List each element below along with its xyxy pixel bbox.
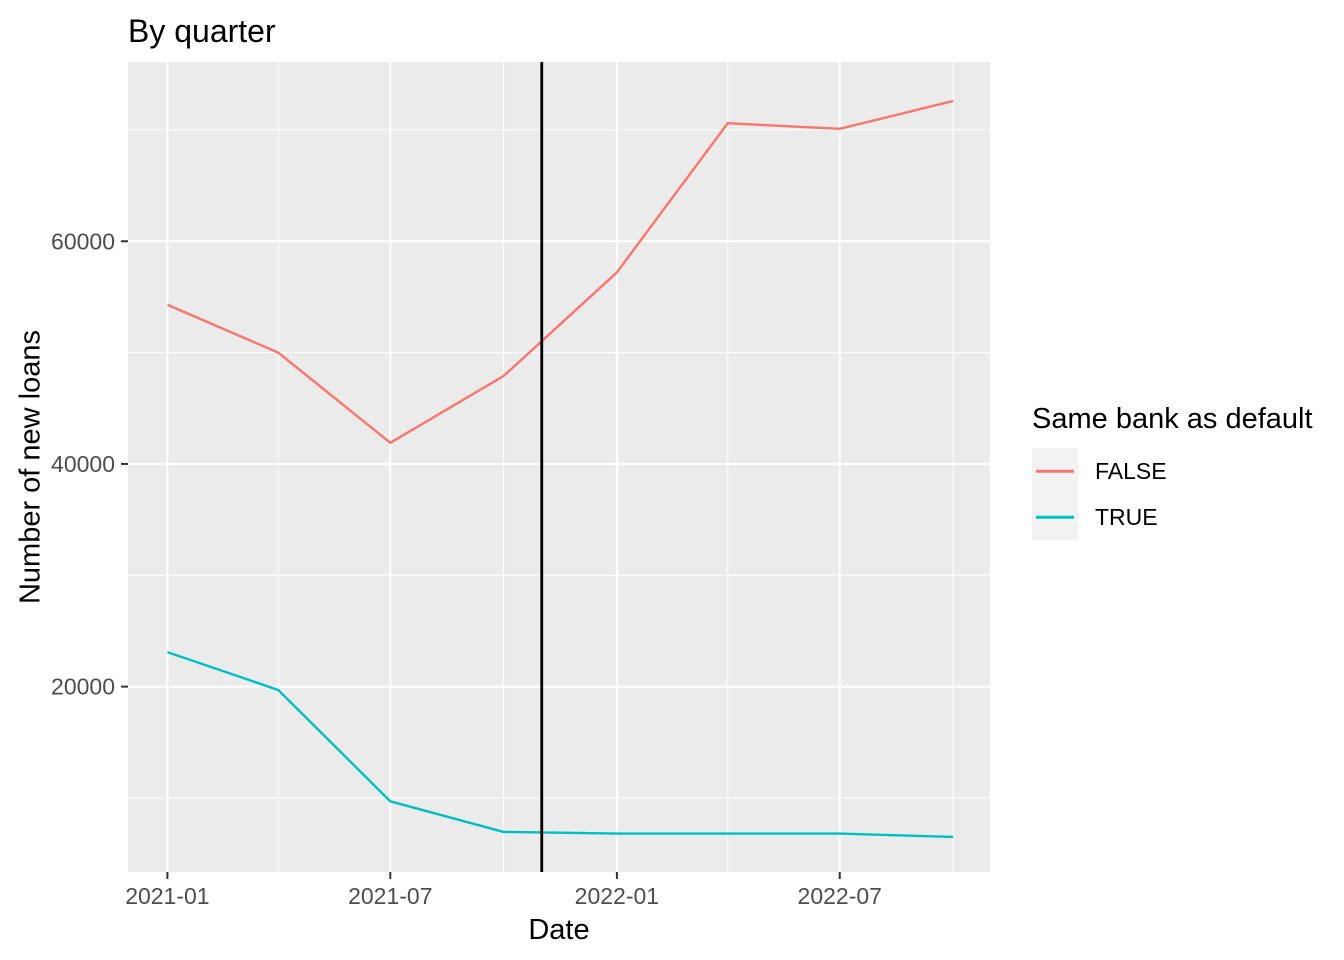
x-tick-label: 2022-01 bbox=[575, 883, 659, 909]
y-axis-title: Number of new loans bbox=[14, 329, 47, 605]
y-tick-label: 60000 bbox=[51, 228, 115, 254]
plot-title: By quarter bbox=[128, 13, 276, 49]
y-tick-label: 40000 bbox=[51, 451, 115, 477]
x-tick-label: 2021-07 bbox=[348, 883, 432, 909]
panel-background bbox=[128, 62, 990, 872]
x-axis-title: Date bbox=[528, 914, 590, 946]
legend-entry-label: FALSE bbox=[1095, 457, 1167, 484]
legend: Same bank as default FALSE TRUE bbox=[1032, 403, 1313, 540]
legend-key-line-icon bbox=[1036, 515, 1074, 519]
legend-entries: FALSE TRUE bbox=[1032, 448, 1313, 540]
x-tick-label: 2022-07 bbox=[798, 883, 882, 909]
legend-key bbox=[1032, 448, 1078, 494]
legend-key bbox=[1032, 494, 1078, 540]
legend-title: Same bank as default bbox=[1032, 403, 1313, 435]
y-tick-label: 20000 bbox=[51, 674, 115, 700]
legend-entry-true: TRUE bbox=[1032, 494, 1313, 540]
series-line-true bbox=[167, 650, 954, 839]
legend-entry-label: TRUE bbox=[1095, 503, 1158, 530]
series-line-false bbox=[166, 99, 954, 444]
legend-key-line-icon bbox=[1036, 469, 1074, 473]
x-tick-label: 2021-01 bbox=[125, 883, 209, 909]
legend-entry-false: FALSE bbox=[1032, 448, 1313, 494]
